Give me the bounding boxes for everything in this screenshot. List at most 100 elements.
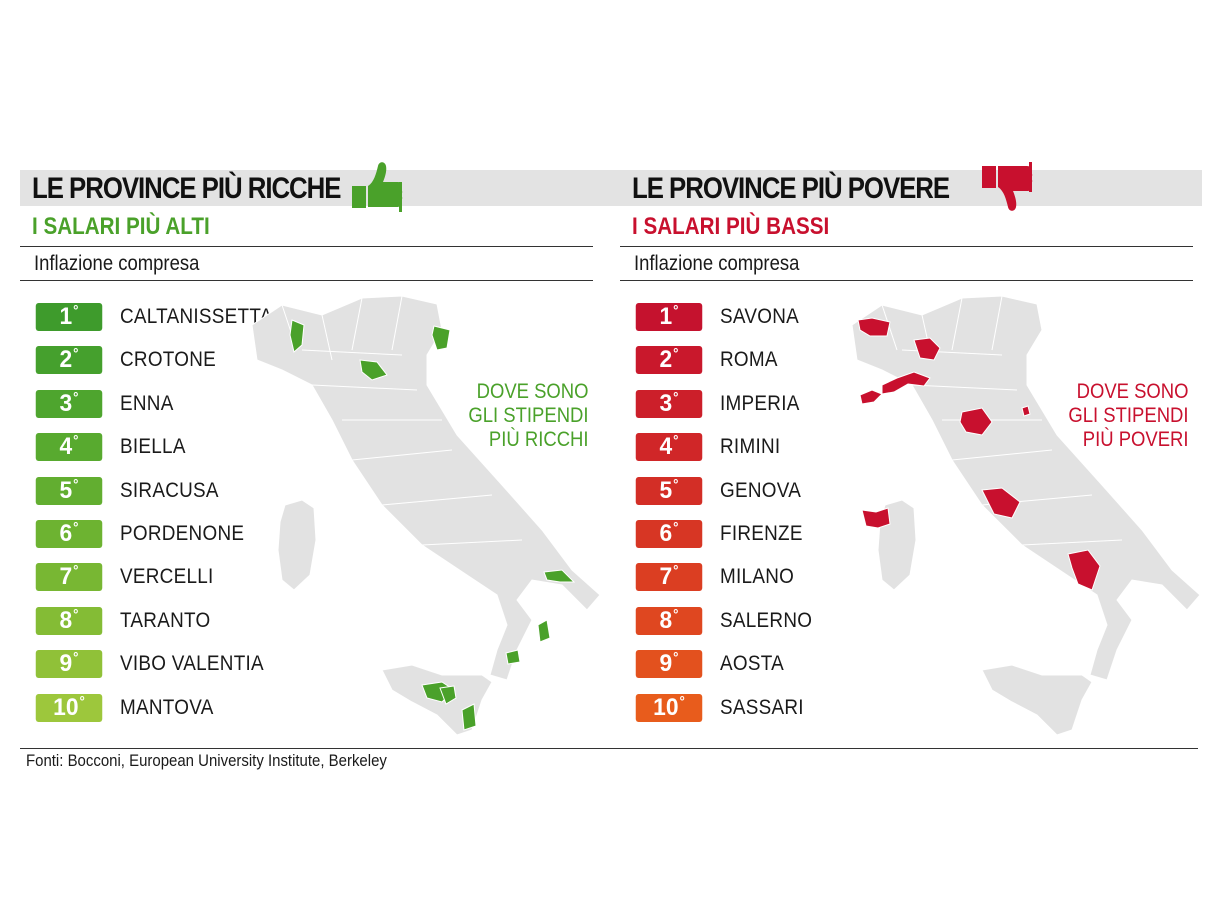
rank-badge: 7° (635, 563, 703, 592)
province-rimini (1021, 405, 1031, 417)
rank-number: 4 (659, 433, 673, 461)
map-caption: DOVE SONO GLI STIPENDI PIÙ RICCHI (468, 380, 589, 451)
degree-sign: ° (673, 649, 679, 666)
degree-sign: ° (73, 562, 79, 579)
rank-badge: 2° (35, 346, 103, 375)
province-salerno (1067, 549, 1101, 591)
rank-number: 1 (59, 303, 73, 330)
degree-sign: ° (673, 432, 679, 449)
province-biella (289, 319, 305, 353)
rank-badge: 4° (635, 432, 703, 462)
province-name: VIBO VALENTIA (120, 652, 264, 676)
rank-badge: 1° (35, 302, 103, 331)
province-name: MANTOVA (120, 695, 214, 719)
degree-sign: ° (73, 649, 79, 666)
province-crotone (537, 619, 551, 643)
panel-title: LE PROVINCE PIÙ POVERE (632, 172, 950, 205)
province-name: BIELLA (120, 435, 186, 459)
rank-number: 4 (59, 433, 73, 461)
panel-subtitle: I SALARI PIÙ BASSI (632, 213, 830, 240)
province-name: ENNA (120, 391, 174, 415)
province-enna (439, 685, 457, 705)
province-siracusa (461, 703, 477, 731)
province-savona-genova (881, 371, 931, 395)
map-caption: DOVE SONO GLI STIPENDI PIÙ POVERI (1068, 380, 1189, 451)
province-name: PORDENONE (120, 522, 245, 545)
rank-badge: 7° (35, 562, 103, 592)
degree-sign: ° (73, 432, 79, 449)
province-name: RIMINI (720, 435, 781, 459)
rank-badge: 1° (635, 302, 703, 331)
province-name: CROTONE (120, 348, 217, 372)
province-milano (913, 337, 941, 361)
rank-number: 8 (659, 606, 673, 634)
rank-badge: 5° (35, 475, 103, 505)
highlighted-provinces (857, 317, 1101, 591)
rank-badge: 3° (35, 388, 103, 418)
rank-number: 8 (59, 606, 73, 634)
rank-number: 10 (653, 693, 679, 721)
province-sassari (861, 507, 891, 529)
province-name: ROMA (720, 348, 778, 372)
rank-number: 3 (659, 389, 673, 417)
degree-sign: ° (73, 475, 79, 492)
province-name: AOSTA (720, 652, 785, 676)
province-aosta (857, 317, 891, 337)
province-name: VERCELLI (120, 565, 214, 589)
bottom-divider (20, 748, 1198, 749)
province-name: MILANO (720, 565, 795, 589)
province-name: SASSARI (720, 695, 804, 719)
rank-badge: 10° (35, 692, 103, 722)
rank-badge: 4° (35, 432, 103, 462)
degree-sign: ° (79, 692, 85, 709)
panel-note: Inflazione compresa (634, 252, 800, 275)
rank-number: 6 (659, 520, 673, 547)
rank-number: 9 (659, 650, 673, 678)
rank-number: 5 (659, 476, 673, 504)
province-name: IMPERIA (720, 391, 800, 415)
rank-badge: 8° (35, 605, 103, 635)
degree-sign: ° (673, 605, 679, 622)
degree-sign: ° (73, 605, 79, 622)
panel-subtitle: I SALARI PIÙ ALTI (32, 213, 210, 240)
divider (20, 246, 593, 247)
divider (620, 280, 1193, 281)
province-mantova (359, 359, 388, 381)
rank-number: 9 (59, 650, 73, 678)
rank-number: 6 (59, 520, 73, 547)
province-name: SIRACUSA (120, 478, 219, 502)
province-vibo-valentia (505, 649, 521, 665)
province-name: CALTANISSETTA (120, 305, 273, 328)
province-boundaries (281, 295, 523, 546)
rank-badge: 10° (635, 693, 703, 722)
province-roma (981, 487, 1021, 519)
province-pordenone (431, 325, 451, 351)
divider (20, 280, 593, 281)
degree-sign: ° (73, 302, 79, 318)
panel-poorest-provinces: LE PROVINCE PIÙ POVERE I SALARI PIÙ BASS… (620, 162, 1201, 750)
province-name: SAVONA (720, 305, 800, 328)
rank-badge: 3° (635, 389, 703, 418)
rank-number: 7 (659, 563, 673, 591)
province-name: FIRENZE (720, 522, 803, 545)
rank-badge: 9° (35, 649, 103, 679)
province-imperia (859, 389, 883, 405)
province-name: TARANTO (120, 608, 211, 632)
rank-number: 10 (53, 693, 79, 721)
rank-badge: 9° (635, 649, 703, 679)
italy-map (251, 295, 601, 736)
degree-sign: ° (673, 302, 679, 318)
panel-richest-provinces: LE PROVINCE PIÙ RICCHE I SALARI PIÙ ALTI… (20, 162, 601, 750)
degree-sign: ° (73, 388, 79, 405)
thumbs-down-icon (982, 162, 1033, 211)
italy-map (851, 295, 1201, 736)
source-note: Fonti: Bocconi, European University Inst… (26, 751, 387, 770)
rank-number: 5 (59, 476, 73, 504)
rank-number: 2 (659, 346, 673, 374)
province-name: GENOVA (720, 478, 802, 502)
degree-sign: ° (673, 519, 679, 535)
province-name: SALERNO (720, 608, 813, 632)
province-boundaries (881, 295, 1123, 546)
degree-sign: ° (73, 519, 79, 535)
rank-badge: 2° (635, 346, 703, 375)
